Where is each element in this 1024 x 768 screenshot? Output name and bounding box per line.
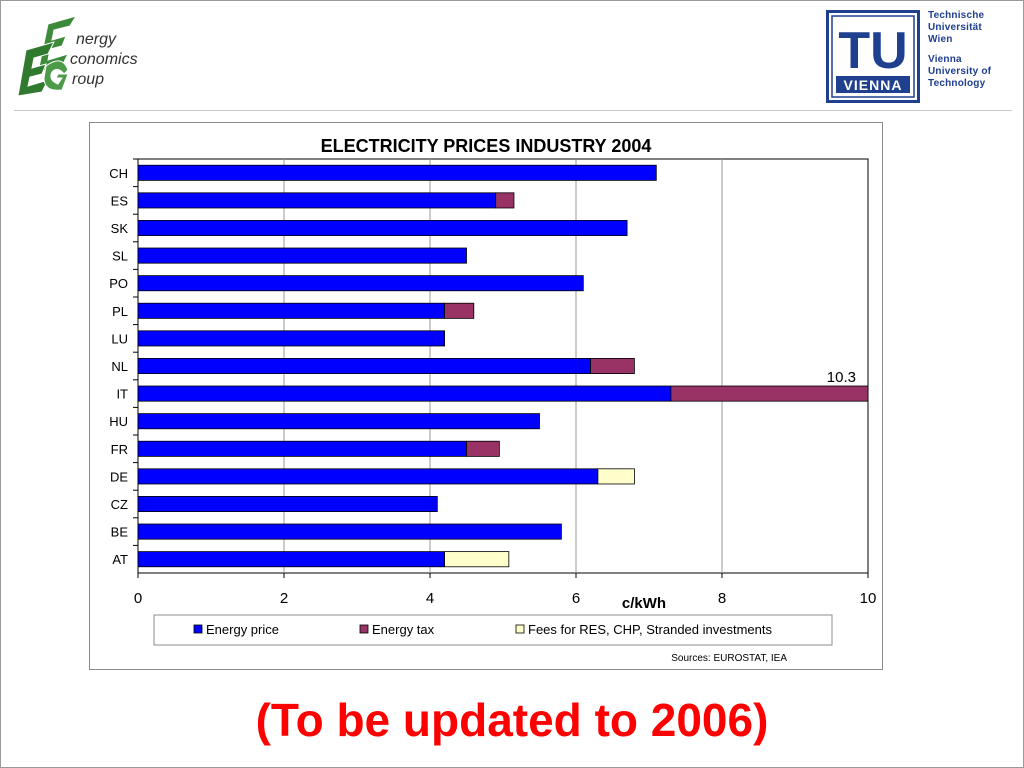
x-tick-label-4: 8 xyxy=(718,590,726,607)
bar-DE-series-2 xyxy=(597,468,635,485)
header-rule xyxy=(14,110,1012,111)
tu-name-en-2: University of xyxy=(928,66,992,77)
bar-CH-series-0 xyxy=(137,164,657,181)
eeg-leaf-letters-icon xyxy=(18,15,78,96)
chart-title: ELECTRICITY PRICES INDUSTRY 2004 xyxy=(321,136,652,156)
bar-CZ-series-0 xyxy=(137,496,438,512)
chart-source: Sources: EUROSTAT, IEA xyxy=(671,653,787,664)
tu-name-en-1: Vienna xyxy=(928,54,962,65)
x-tick-labels: 0 2 4 6 8 10 xyxy=(134,573,877,607)
tu-name-de-1: Technische xyxy=(928,10,985,21)
category-label-IT: IT xyxy=(116,387,128,402)
bar-FR-series-1 xyxy=(466,440,500,457)
annotation-0: 10.3 xyxy=(827,369,856,386)
x-tick-label-2: 4 xyxy=(426,590,434,607)
eeg-logo: nergy conomics roup xyxy=(18,15,138,96)
bar-layer xyxy=(137,164,869,568)
bar-FR-series-0 xyxy=(137,440,467,457)
chart-svg: ELECTRICITY PRICES INDUSTRY 2004 CH ES SK S… xyxy=(109,136,877,664)
tu-name-de-2: Universität xyxy=(928,22,982,33)
category-label-SK: SK xyxy=(111,221,129,236)
category-label-AT: AT xyxy=(112,552,128,567)
x-tick-label-1: 2 xyxy=(280,590,288,607)
tu-logo-mark: TU xyxy=(838,22,907,80)
legend-swatch-2 xyxy=(515,624,525,634)
legend-swatch-0 xyxy=(193,624,203,634)
bar-PO-series-0 xyxy=(137,275,584,292)
bar-ES-series-0 xyxy=(137,192,497,209)
bar-SL-series-0 xyxy=(137,247,467,264)
bar-PL-series-0 xyxy=(137,302,446,319)
category-label-CH: CH xyxy=(109,166,128,181)
tu-name-de-3: Wien xyxy=(928,34,953,45)
category-label-FR: FR xyxy=(111,442,128,457)
category-label-ES: ES xyxy=(111,193,129,208)
legend-label-1: Energy tax xyxy=(372,622,435,637)
legend-label-2: Fees for RES, CHP, Stranded investments xyxy=(528,622,772,637)
bar-BE-series-0 xyxy=(137,523,562,540)
bar-AT-series-0 xyxy=(137,551,446,568)
bar-DE-series-0 xyxy=(137,468,599,485)
bar-NL-series-1 xyxy=(590,358,635,374)
x-tick-label-3: 6 xyxy=(572,590,580,607)
tu-vienna-name: Technische Universität Wien Vienna Unive… xyxy=(928,10,991,90)
chart-frame: ELECTRICITY PRICES INDUSTRY 2004 CH ES SK S… xyxy=(89,122,883,670)
x-tick-label-5: 10 xyxy=(860,590,877,607)
bar-ES-series-1 xyxy=(495,192,515,209)
x-axis-label: c/kWh xyxy=(622,595,666,612)
tu-logo-word: VIENNA xyxy=(844,77,903,93)
bar-IT-series-1 xyxy=(670,385,869,402)
legend: Energy price Energy tax Fees for RES, CHP,… xyxy=(193,622,772,637)
bar-HU-series-0 xyxy=(137,413,540,430)
bar-IT-series-0 xyxy=(137,385,672,402)
bar-AT-series-2 xyxy=(444,551,510,568)
category-label-NL: NL xyxy=(111,359,128,374)
eeg-logo-line-economics: conomics xyxy=(70,51,138,68)
category-label-CZ: CZ xyxy=(111,497,128,512)
tu-vienna-logo: TU VIENNA xyxy=(826,10,920,103)
legend-box xyxy=(153,614,833,646)
category-label-BE: BE xyxy=(111,525,129,540)
footer-note: (To be updated to 2006) xyxy=(255,694,769,746)
bar-LU-series-0 xyxy=(137,330,446,347)
legend-label-0: Energy price xyxy=(206,622,279,637)
eeg-logo-line-group: roup xyxy=(72,71,104,88)
legend-swatch-1 xyxy=(359,624,369,634)
bar-SK-series-0 xyxy=(137,220,628,236)
bar-NL-series-0 xyxy=(137,358,592,374)
tu-name-en-3: Technology xyxy=(928,78,986,89)
category-labels: CH ES SK SL PO PL LU NL IT HU FR DE CZ BE AT xyxy=(109,158,138,567)
category-label-LU: LU xyxy=(111,331,128,346)
eeg-logo-line-energy: nergy xyxy=(76,31,117,48)
x-tick-label-0: 0 xyxy=(134,590,142,607)
category-label-SL: SL xyxy=(112,249,128,264)
category-label-PL: PL xyxy=(112,304,128,319)
annotations: 10.3 xyxy=(827,369,856,386)
category-label-PO: PO xyxy=(109,276,128,291)
bar-PL-series-1 xyxy=(444,302,475,319)
category-label-DE: DE xyxy=(110,469,128,484)
category-label-HU: HU xyxy=(109,414,128,429)
